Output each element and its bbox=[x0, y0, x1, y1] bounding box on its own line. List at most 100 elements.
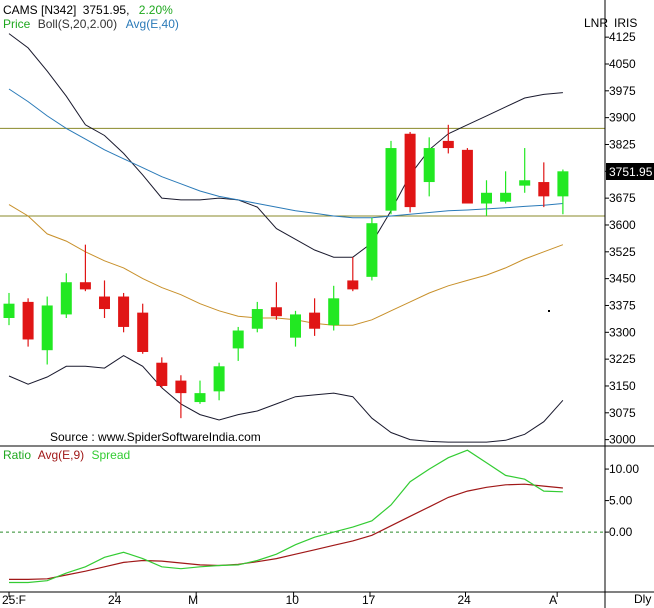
candle[interactable] bbox=[213, 362, 225, 401]
candle-body bbox=[481, 192, 492, 204]
candle[interactable] bbox=[557, 169, 569, 215]
candle-body bbox=[156, 362, 168, 386]
candle-body bbox=[290, 314, 301, 338]
candle[interactable] bbox=[366, 217, 378, 281]
candle[interactable] bbox=[347, 257, 359, 292]
last-price: 3751.95, bbox=[83, 3, 130, 17]
price-tick-label: 3150 bbox=[609, 379, 636, 393]
time-tick-label: 24 bbox=[108, 593, 122, 607]
time-tick-label: A bbox=[549, 593, 557, 607]
price-tick-label: 3300 bbox=[609, 325, 636, 339]
candle[interactable] bbox=[423, 137, 435, 197]
candle[interactable] bbox=[328, 285, 340, 331]
candle-body bbox=[3, 303, 15, 318]
candle[interactable] bbox=[251, 301, 263, 333]
candle-body bbox=[500, 192, 512, 202]
price-tick-label: 3000 bbox=[609, 433, 636, 447]
candle[interactable] bbox=[175, 375, 187, 419]
candle-body bbox=[22, 301, 34, 340]
legend-price: Price bbox=[3, 17, 31, 31]
lnr-label[interactable]: LNR bbox=[584, 16, 608, 30]
legend-ratio: Ratio bbox=[3, 448, 31, 462]
candle[interactable] bbox=[3, 292, 15, 326]
price-tick-label: 3075 bbox=[609, 406, 636, 420]
candle-body bbox=[60, 282, 72, 315]
price-tag-box bbox=[606, 163, 654, 180]
candle-body bbox=[99, 296, 110, 310]
marker-dot bbox=[548, 310, 550, 312]
iris-label[interactable]: IRIS bbox=[614, 16, 637, 30]
boll-middle-line bbox=[8, 204, 564, 326]
price-tick-label: 3450 bbox=[609, 272, 636, 286]
candle-body bbox=[213, 366, 225, 392]
price-tick-label: 3525 bbox=[609, 245, 636, 259]
price-tick-label: 3675 bbox=[609, 191, 636, 205]
candle-body bbox=[423, 148, 435, 183]
candle[interactable] bbox=[519, 148, 531, 193]
ratio-tick-label: 10.00 bbox=[609, 462, 639, 476]
time-tick-label: 24 bbox=[457, 593, 471, 607]
candle[interactable] bbox=[404, 131, 416, 213]
price-tick-label: 3825 bbox=[609, 137, 636, 151]
candle-body bbox=[309, 312, 321, 329]
candle[interactable] bbox=[481, 180, 492, 217]
candle[interactable] bbox=[309, 298, 321, 336]
price-tick-label: 3900 bbox=[609, 111, 636, 125]
candle[interactable] bbox=[290, 310, 301, 347]
time-tick-label: M bbox=[188, 593, 198, 607]
candle[interactable] bbox=[385, 140, 397, 215]
candle[interactable] bbox=[99, 280, 110, 318]
candle[interactable] bbox=[41, 296, 53, 365]
candle[interactable] bbox=[79, 244, 91, 292]
header-title: CAMS [N342] 3751.95, 2.20% bbox=[3, 3, 173, 17]
lower-legend: Ratio Avg(E,9) Spread bbox=[3, 448, 130, 462]
boll-lower-line bbox=[8, 355, 564, 443]
ratio-tick-label: 0.00 bbox=[609, 525, 633, 539]
candle[interactable] bbox=[22, 298, 34, 347]
price-tick-label: 3975 bbox=[609, 84, 636, 98]
price-tick-label: 3225 bbox=[609, 352, 636, 366]
change-percent: 2.20% bbox=[139, 3, 173, 17]
candle-body bbox=[328, 298, 340, 326]
candle-body bbox=[442, 140, 454, 149]
legend-boll: Boll(S,20,2.00) bbox=[38, 17, 117, 31]
legend-ratio-avg: Avg(E,9) bbox=[38, 448, 84, 462]
ratio-tick-label: 5.00 bbox=[609, 494, 633, 508]
candle[interactable] bbox=[232, 326, 244, 361]
candle-body bbox=[366, 223, 378, 277]
price-tick-label: 3600 bbox=[609, 218, 636, 232]
candle-body bbox=[175, 380, 187, 394]
candle[interactable] bbox=[60, 273, 72, 318]
candle-body bbox=[385, 148, 397, 211]
spread-line bbox=[9, 449, 563, 584]
upper-legend: Price Boll(S,20,2.00) Avg(E,40) bbox=[3, 17, 179, 31]
candle[interactable] bbox=[270, 282, 282, 320]
candle-body bbox=[251, 309, 263, 329]
candle[interactable] bbox=[137, 303, 149, 354]
candle[interactable] bbox=[118, 292, 130, 333]
candle[interactable] bbox=[442, 124, 454, 154]
price-tick-label: 4050 bbox=[609, 57, 636, 71]
candle-body bbox=[519, 180, 531, 186]
candle[interactable] bbox=[194, 380, 206, 404]
candle-body bbox=[538, 182, 550, 197]
price-tag: 3751.95 bbox=[609, 165, 653, 179]
boll-upper-line bbox=[8, 33, 563, 258]
candle-body bbox=[404, 133, 416, 208]
avg40-line bbox=[8, 88, 563, 219]
candle[interactable] bbox=[538, 162, 550, 208]
candle[interactable] bbox=[461, 148, 473, 204]
time-tick-label: 17 bbox=[362, 593, 376, 607]
price-tick-label: 4125 bbox=[609, 30, 636, 44]
candle[interactable] bbox=[500, 171, 512, 204]
candle-body bbox=[557, 171, 569, 197]
period-label[interactable]: Dly bbox=[634, 592, 651, 606]
time-tick-label: 25:F bbox=[2, 593, 26, 607]
candle[interactable] bbox=[156, 357, 168, 388]
candle-body bbox=[232, 330, 244, 349]
source-text: Source : www.SpiderSoftwareIndia.com bbox=[50, 430, 261, 444]
candle-body bbox=[461, 149, 473, 204]
candle-body bbox=[270, 307, 282, 317]
